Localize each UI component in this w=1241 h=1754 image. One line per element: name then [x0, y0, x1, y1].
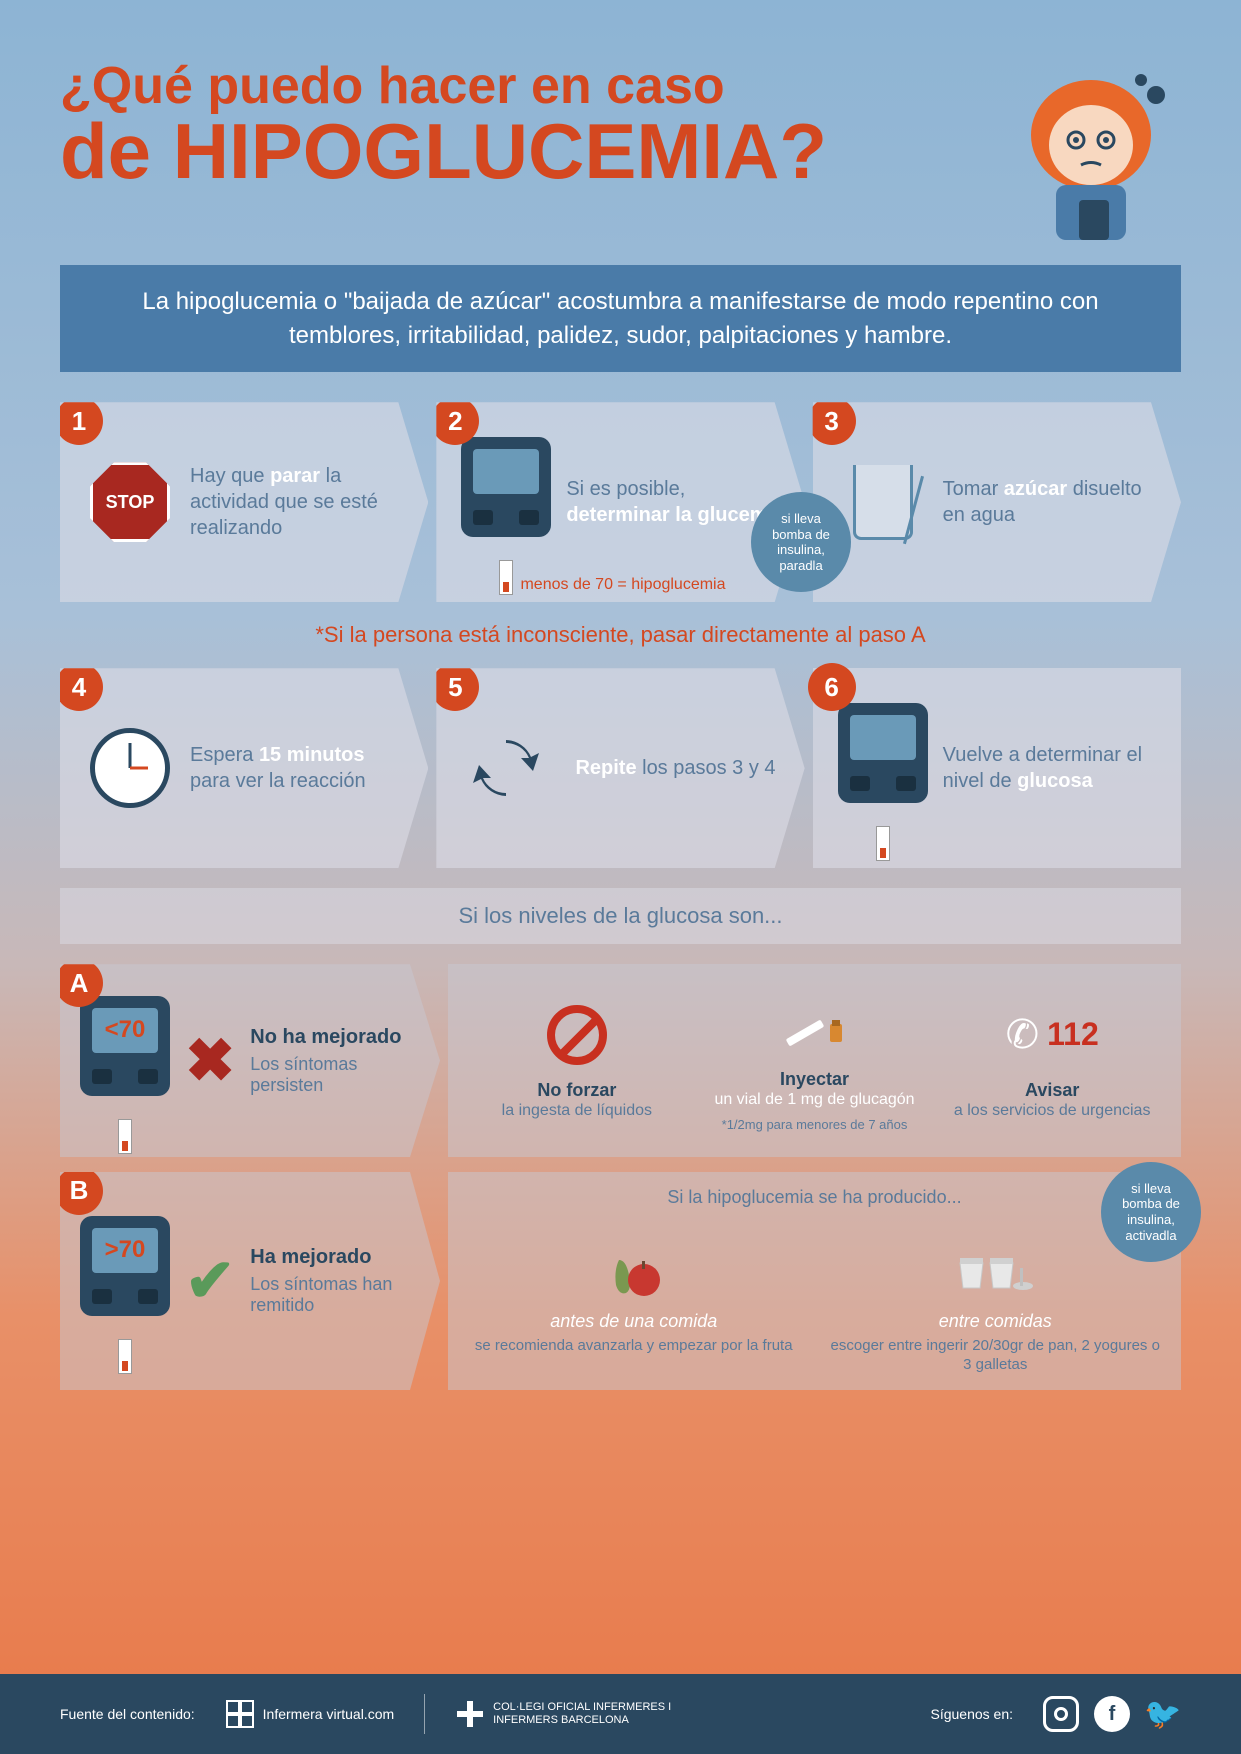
twitter-icon[interactable]: 🐦	[1145, 1696, 1181, 1732]
steps-row-1: 1 STOP Hay que parar la actividad que se…	[60, 402, 1181, 602]
result-b-header: Si la hipoglucemia se ha producido...	[468, 1187, 1161, 1208]
intro-text: La hipoglucemia o "baijada de azúcar" ac…	[60, 265, 1181, 372]
source-logo: Infermera virtual.com	[225, 1699, 394, 1729]
insulin-pump-note-2: si lleva bomba de insulina, activadla	[1101, 1162, 1201, 1262]
step-text: Tomar azúcar disuelto en agua	[943, 476, 1161, 528]
glucose-meter-icon	[838, 703, 928, 833]
footer: Fuente del contenido: Infermera virtual.…	[0, 1674, 1241, 1754]
option-between-meals: entre comidas escoger entre ingerir 20/3…	[830, 1243, 1162, 1375]
step-5: 5 Repite los pasos 3 y 4	[436, 668, 804, 868]
step-number: 1	[55, 397, 103, 445]
title-line1: ¿Qué puedo hacer en caso	[60, 60, 981, 112]
check-icon: ✔	[185, 1246, 235, 1316]
instagram-icon[interactable]	[1043, 1696, 1079, 1732]
step-footnote: menos de 70 = hipoglucemia	[520, 576, 725, 594]
social-icons: f 🐦	[1043, 1696, 1181, 1732]
result-b-status: B >70 ✔ Ha mejorado Los síntomas han rem…	[60, 1172, 440, 1390]
result-a-status: A <70 ✖ No ha mejorado Los síntomas pers…	[60, 964, 440, 1157]
action-emergency: ✆112 Avisar a los servicios de urgencias	[943, 1000, 1161, 1122]
option-before-meal: antes de una comida se recomienda avanza…	[468, 1243, 800, 1375]
insulin-pump-note: si lleva bomba de insulina, paradla	[751, 492, 851, 592]
org-logo: COL·LEGI OFICIAL INFERMERES I INFERMERS …	[455, 1699, 673, 1729]
action-inject: Inyectar un vial de 1 mg de glucagón *1/…	[706, 989, 924, 1132]
follow-label: Síguenos en:	[930, 1706, 1013, 1722]
status-subtitle: Los síntomas han remitido	[250, 1274, 420, 1316]
stop-icon: STOP	[90, 462, 170, 542]
phone-icon: ✆	[1006, 1012, 1040, 1058]
step-3: 3 Tomar azúcar disuelto en agua	[813, 402, 1181, 602]
result-b-options: Si la hipoglucemia se ha producido... an…	[448, 1172, 1181, 1390]
worried-character-icon	[1001, 60, 1181, 240]
action-no-liquids: No forzar la ingesta de líquidos	[468, 1000, 686, 1122]
step-text: Repite los pasos 3 y 4	[566, 755, 784, 781]
result-badge: A	[55, 959, 103, 1007]
result-badge: B	[55, 1167, 103, 1215]
result-a-row: A <70 ✖ No ha mejorado Los síntomas pers…	[60, 964, 1181, 1157]
glucose-meter-icon: >70	[80, 1216, 170, 1346]
step-6: 6 Vuelve a determinar el nivel de glucos…	[813, 668, 1181, 868]
step-number: 4	[55, 663, 103, 711]
header: ¿Qué puedo hacer en caso de HIPOGLUCEMIA…	[60, 60, 1181, 240]
step-1: 1 STOP Hay que parar la actividad que se…	[60, 402, 428, 602]
glucose-levels-label: Si los niveles de la glucosa son...	[60, 888, 1181, 944]
glucose-meter-icon	[461, 437, 551, 567]
emergency-number: 112	[1047, 1016, 1099, 1053]
no-symbol-icon	[547, 1005, 607, 1065]
step-2: 2 Si es posible, determinar la glucemia …	[436, 402, 804, 602]
steps-row-2: 4 Espera 15 minutos para ver la reacción…	[60, 668, 1181, 868]
step-number: 3	[808, 397, 856, 445]
status-title: No ha mejorado	[250, 1026, 420, 1049]
step-text: Espera 15 minutos para ver la reacción	[190, 742, 408, 794]
glucose-meter-icon: <70	[80, 996, 170, 1126]
yogurt-icon	[955, 1248, 1035, 1298]
repeat-icon	[471, 733, 541, 803]
title-line2: de HIPOGLUCEMIA?	[60, 112, 981, 190]
glass-icon	[853, 465, 913, 540]
result-a-actions: No forzar la ingesta de líquidos Inyecta…	[448, 964, 1181, 1157]
step-4: 4 Espera 15 minutos para ver la reacción	[60, 668, 428, 868]
status-subtitle: Los síntomas persisten	[250, 1054, 420, 1096]
fruit-icon	[604, 1245, 664, 1300]
step-number: 5	[431, 663, 479, 711]
source-label: Fuente del contenido:	[60, 1706, 195, 1722]
result-b-row: B >70 ✔ Ha mejorado Los síntomas han rem…	[60, 1172, 1181, 1390]
step-text: Vuelve a determinar el nivel de glucosa	[943, 742, 1161, 794]
facebook-icon[interactable]: f	[1094, 1696, 1130, 1732]
step-number: 6	[808, 663, 856, 711]
unconscious-warning: *Si la persona está inconsciente, pasar …	[60, 622, 1181, 648]
clock-icon	[90, 728, 170, 808]
step-text: Hay que parar la actividad que se esté r…	[190, 463, 408, 541]
step-text: Si es posible, determinar la glucemia	[566, 476, 784, 528]
status-title: Ha mejorado	[250, 1246, 420, 1269]
cross-icon: ✖	[185, 1026, 235, 1096]
syringe-icon	[780, 994, 850, 1054]
